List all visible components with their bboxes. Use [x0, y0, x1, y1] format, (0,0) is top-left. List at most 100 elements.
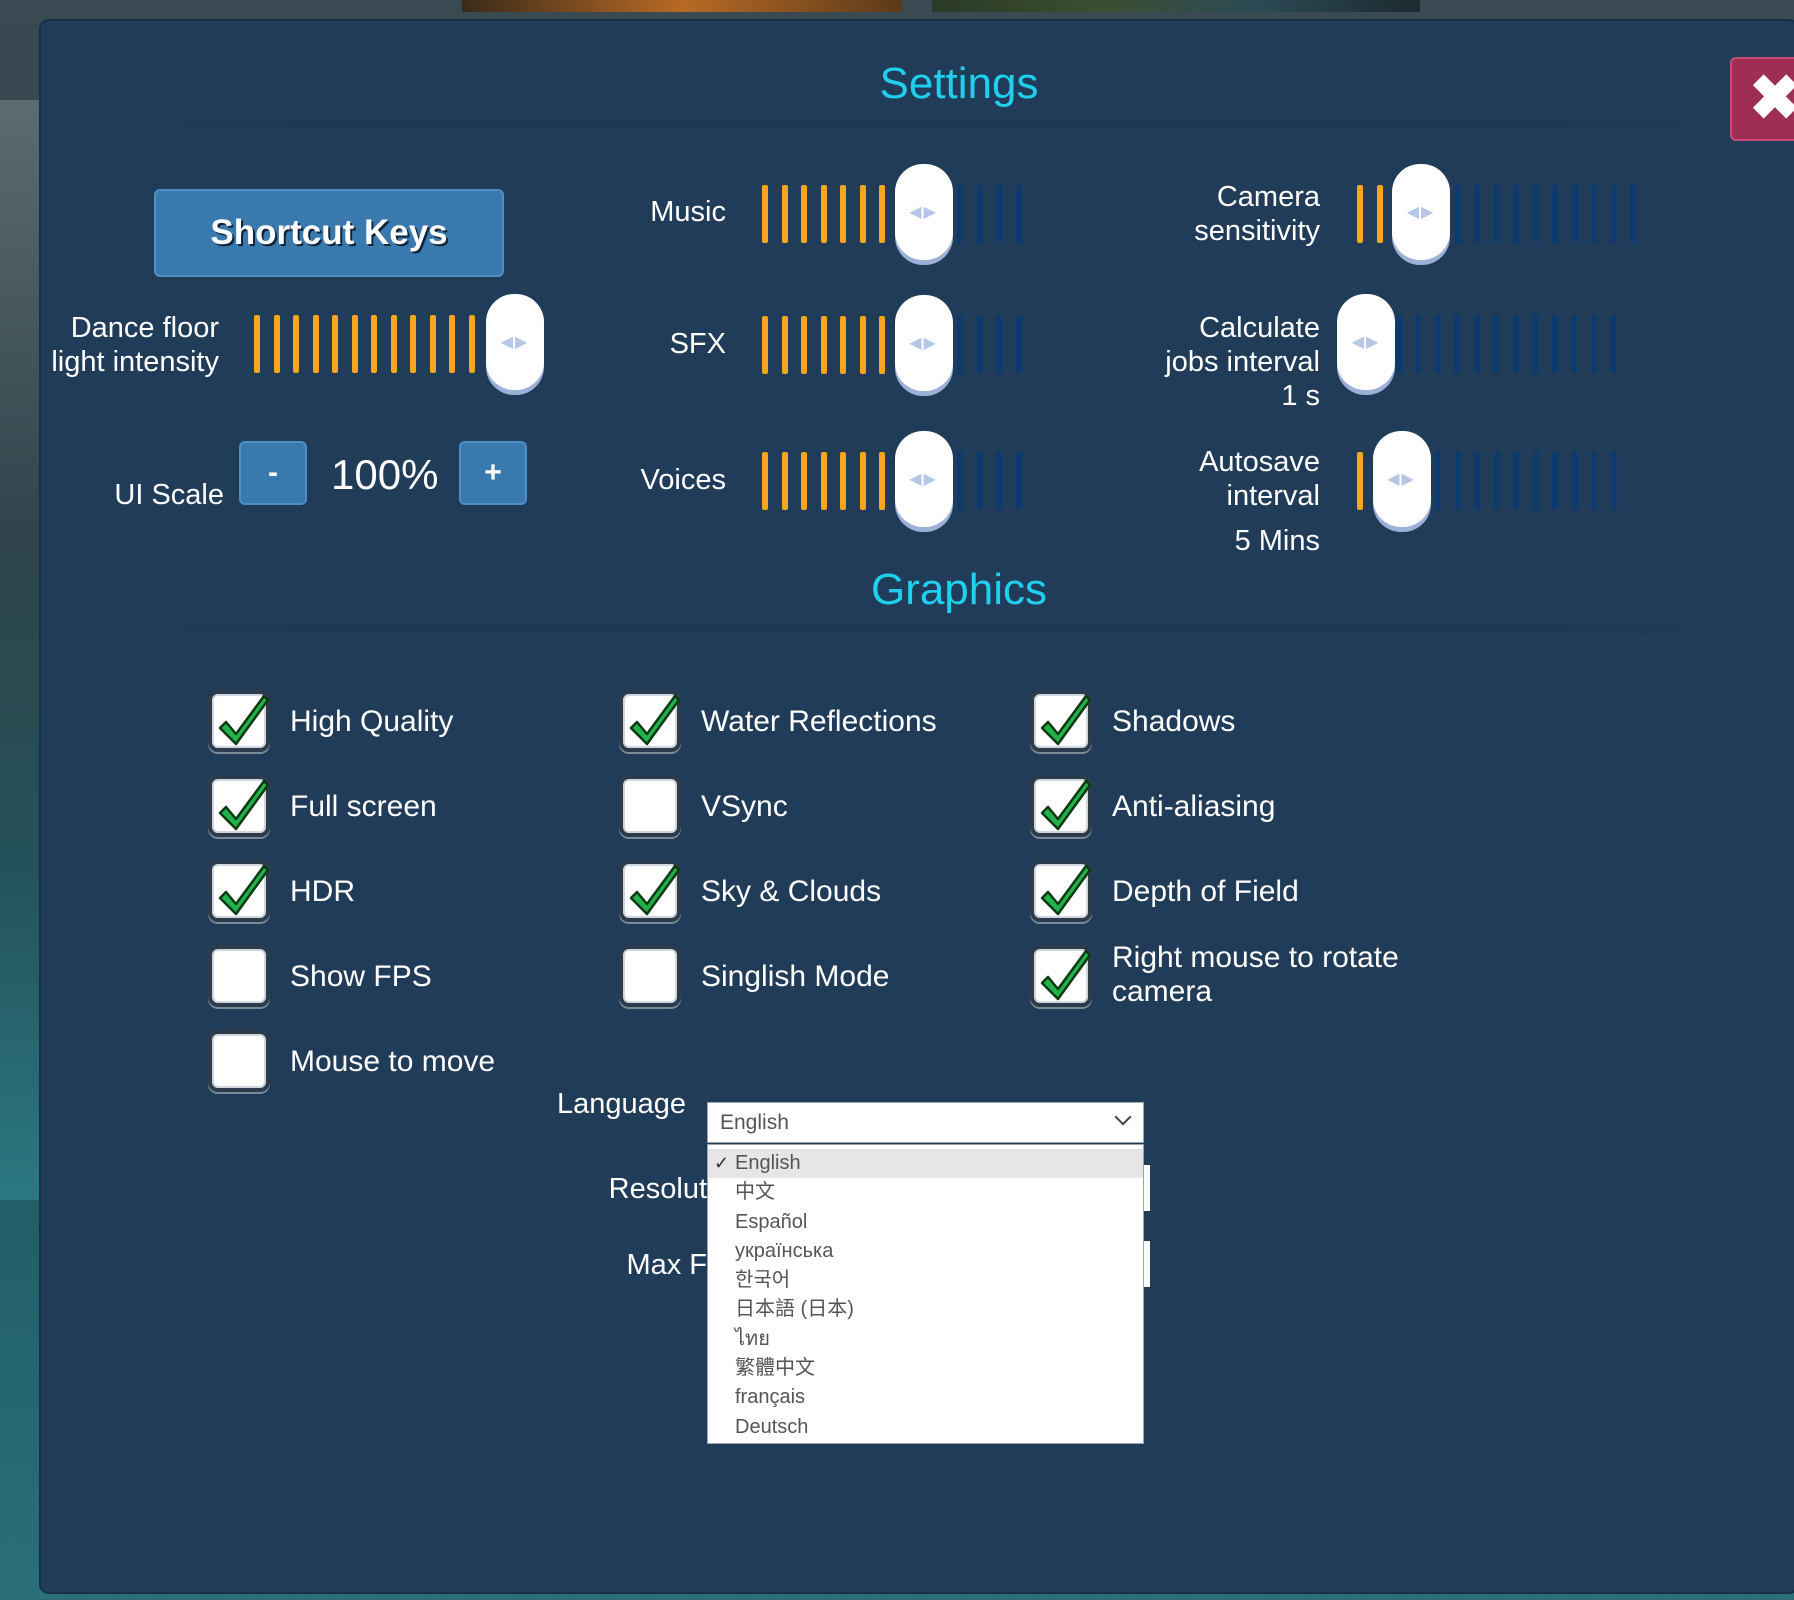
graphics-checkbox[interactable] [619, 860, 681, 922]
language-option[interactable]: 한국어 [708, 1266, 1143, 1295]
dance-floor-label: Dance floor light intensity [41, 311, 219, 379]
slider-tick [1571, 315, 1577, 373]
slider-tick [976, 316, 983, 374]
slider-handle[interactable]: ◀▶ [894, 295, 953, 391]
graphics-option-label-text: Mouse to move [290, 1045, 496, 1078]
graphics-checkbox[interactable] [1030, 945, 1092, 1007]
language-option[interactable]: ✓ English [708, 1149, 1143, 1179]
checkmark-icon [629, 864, 681, 916]
slider-tick [1435, 452, 1441, 510]
language-option[interactable]: 日本語 (日本) [708, 1295, 1143, 1324]
slider-tick [781, 185, 788, 243]
checkmark-icon [218, 694, 270, 746]
graphics-checkbox[interactable] [1030, 860, 1092, 922]
checkmark-icon [1040, 779, 1092, 831]
shortcut-keys-button[interactable]: Shortcut Keys [154, 189, 504, 277]
language-option[interactable]: Español [708, 1208, 1143, 1237]
slider-tick [429, 315, 436, 373]
settings-panel: Settings ✖ Shortcut Keys Dance floor lig… [39, 19, 1794, 1594]
close-button[interactable]: ✖ [1730, 57, 1794, 141]
graphics-checkbox[interactable] [208, 775, 270, 837]
checkmark-icon [1040, 864, 1092, 916]
slider-tick [879, 452, 885, 510]
language-option-label: 繁體中文 [735, 1357, 815, 1380]
slider-tick [801, 316, 807, 374]
graphics-checkbox[interactable] [619, 690, 681, 752]
language-option-label: Español [735, 1210, 808, 1233]
language-option[interactable]: українська [708, 1237, 1143, 1266]
graphics-checkbox[interactable] [1030, 690, 1092, 752]
slider-tick [1552, 185, 1558, 243]
graphics-checkbox[interactable] [1030, 775, 1092, 837]
slider-tick [1376, 185, 1383, 243]
dance-floor-label-line2: light intensity [51, 346, 219, 378]
graphics-option-label: Shadows [1112, 705, 1235, 739]
slider-tick [957, 452, 963, 510]
check-icon: ✓ [714, 1153, 730, 1173]
slider-tick [820, 316, 827, 374]
ui-scale-plus-button[interactable]: + [459, 441, 527, 505]
checkmark-icon [629, 694, 681, 746]
slider-handle[interactable]: ◀▶ [1392, 164, 1450, 260]
music-slider[interactable]: ◀▶ [762, 164, 1057, 260]
slider-tick [1434, 315, 1441, 373]
slider-tick [1015, 452, 1022, 510]
language-option[interactable]: français [708, 1383, 1143, 1412]
slider-tick [762, 316, 768, 374]
slider-handle[interactable]: ◀▶ [894, 164, 953, 260]
language-option[interactable]: 繁體中文 [708, 1354, 1143, 1383]
chevron-down-icon [1114, 1108, 1132, 1126]
graphics-checkbox[interactable] [208, 860, 270, 922]
camera-sensitivity-slider[interactable]: ◀▶ [1357, 164, 1667, 260]
language-option-label: Deutsch [735, 1415, 809, 1438]
slider-tick [390, 315, 397, 373]
graphics-checkbox[interactable] [208, 945, 270, 1007]
graphics-checkbox[interactable] [619, 775, 681, 837]
slider-tick [840, 185, 846, 243]
slider-tick [801, 452, 807, 510]
ui-scale-label: UI Scale [114, 479, 224, 511]
slider-tick [879, 185, 885, 243]
slider-tick [1551, 315, 1558, 373]
graphics-checkbox[interactable] [619, 945, 681, 1007]
slider-handle[interactable]: ◀▶ [1337, 294, 1395, 390]
calculate-jobs-label-line1: Calculate [1199, 312, 1320, 344]
graphics-option-label-text: Full screen [290, 790, 437, 823]
language-option[interactable]: 中文 [708, 1178, 1143, 1207]
graphics-checkbox[interactable] [208, 690, 270, 752]
slider-handle[interactable]: ◀▶ [1372, 431, 1431, 527]
language-option-label: 中文 [735, 1181, 775, 1204]
slider-tick [1454, 315, 1460, 373]
slider-tick [254, 315, 260, 373]
resolution-select[interactable] [1142, 1165, 1150, 1211]
autosave-slider[interactable]: ◀▶ [1357, 431, 1667, 527]
graphics-option-label: Water Reflections [701, 705, 937, 739]
slider-tick [1493, 315, 1499, 373]
slider-tick [1571, 185, 1578, 243]
sfx-label: SFX [669, 328, 726, 360]
graphics-checkbox[interactable] [208, 1030, 270, 1092]
language-option-label: 日本語 (日本) [735, 1298, 854, 1321]
max-fps-select[interactable] [1142, 1241, 1150, 1287]
language-option[interactable]: Deutsch [708, 1413, 1143, 1442]
camera-sensitivity-label-line1: Camera [1216, 181, 1320, 213]
slider-tick [996, 452, 1002, 510]
slider-tick [1532, 315, 1538, 373]
dance-floor-slider[interactable]: ◀▶ [254, 294, 544, 390]
voices-slider[interactable]: ◀▶ [762, 431, 1057, 527]
slider-tick [1571, 452, 1578, 510]
slider-tick [957, 185, 963, 243]
calculate-jobs-slider[interactable]: ◀▶ [1337, 294, 1667, 390]
slider-handle[interactable]: ◀▶ [486, 294, 544, 390]
language-option[interactable]: ไทย [708, 1325, 1143, 1354]
camera-sensitivity-label: Camera sensitivity [1041, 180, 1320, 248]
sfx-slider[interactable]: ◀▶ [762, 295, 1057, 391]
slider-handle[interactable]: ◀▶ [894, 431, 953, 527]
slider-tick [762, 452, 768, 510]
slider-tick [976, 452, 983, 510]
ui-scale-minus-button[interactable]: - [239, 441, 307, 505]
language-select[interactable]: English [707, 1102, 1144, 1143]
slider-tick [1591, 452, 1597, 510]
checkmark-icon [1040, 949, 1092, 1001]
slider-tick [449, 315, 455, 373]
